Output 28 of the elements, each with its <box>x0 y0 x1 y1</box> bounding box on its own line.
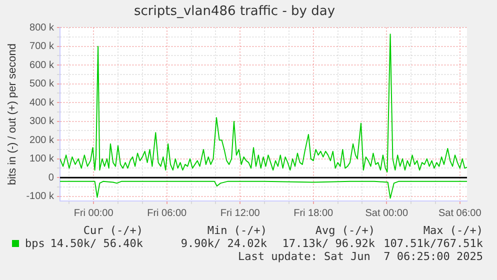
text: 9.90k/ 24.02k <box>180 237 267 250</box>
y-tick-label: 700 k <box>30 41 55 52</box>
text: 17.13k/ 96.92k <box>282 237 375 250</box>
text: Avg (-/+) <box>315 224 375 237</box>
x-tick-label: Sat 00:00 <box>365 208 408 219</box>
text: Min (-/+) <box>207 224 267 237</box>
text: Max (-/+) <box>423 224 483 237</box>
x-tick-label: Sat 06:00 <box>438 208 482 219</box>
x-tick-label: Fri 18:00 <box>294 208 334 219</box>
chart-title: scripts_vlan486 traffic - by day <box>134 4 336 20</box>
text: Last update: Sat Jun 7 06:25:00 2025 <box>238 250 483 263</box>
legend-label: bps <box>25 237 45 250</box>
text: Cur (-/+) <box>83 224 143 237</box>
y-tick-label: -100 k <box>26 191 55 202</box>
y-tick-label: 800 k <box>30 22 55 34</box>
y-tick-label: 100 k <box>30 154 55 165</box>
y-axis-title: bits in (-) / out (+) per second <box>6 44 19 186</box>
y-tick-label: 0 <box>48 172 54 184</box>
y-tick-label: 200 k <box>30 134 55 146</box>
y-tick-label: 300 k <box>30 116 55 128</box>
x-tick-label: Fri 06:00 <box>147 208 187 219</box>
y-tick-label: 600 k <box>30 60 55 71</box>
text: 14.50k/ 56.40k <box>50 237 143 250</box>
text: 107.51k/767.51k <box>384 237 483 250</box>
y-tick-label: 500 k <box>30 78 55 90</box>
x-tick-label: Fri 12:00 <box>220 208 260 219</box>
y-tick-label: 400 k <box>30 97 55 108</box>
x-tick-label: Fri 00:00 <box>74 208 114 219</box>
